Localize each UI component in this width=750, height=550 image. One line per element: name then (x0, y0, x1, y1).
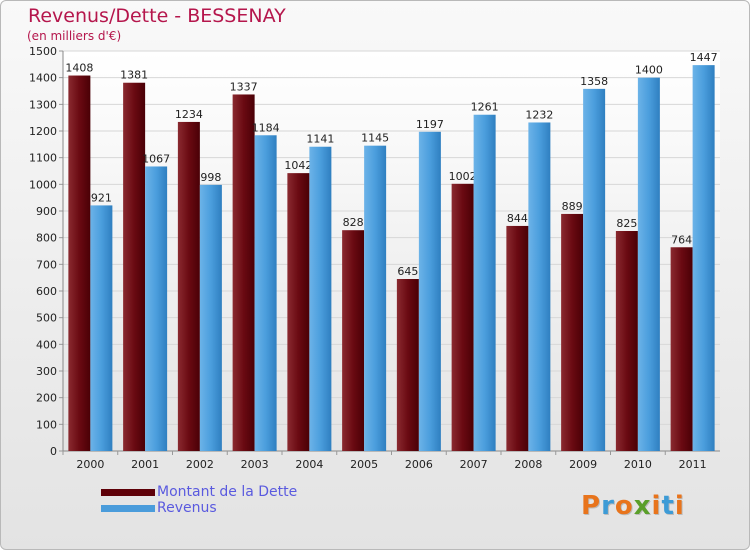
legend-swatch-debt (101, 489, 155, 496)
x-tick-label: 2003 (241, 458, 269, 471)
bar-debt (68, 75, 91, 452)
logo-letter: r (601, 491, 615, 521)
data-label-debt: 828 (343, 216, 364, 229)
data-label-debt: 1002 (449, 170, 477, 183)
y-tick-label: 900 (36, 205, 57, 218)
legend-label-debt: Montant de la Dette (157, 484, 298, 500)
x-tick-label: 2005 (350, 458, 378, 471)
x-tick-label: 2007 (460, 458, 488, 471)
y-tick-label: 200 (36, 392, 57, 405)
x-tick-label: 2009 (569, 458, 597, 471)
y-tick-label: 100 (36, 418, 57, 431)
y-tick-label: 1300 (29, 98, 57, 111)
data-label-revenue: 1261 (471, 101, 499, 114)
bar-revenue (199, 184, 222, 451)
logo-letter: o (614, 491, 634, 521)
data-label-debt: 1042 (284, 159, 312, 172)
data-label-debt: 844 (507, 212, 528, 225)
x-tick-label: 2004 (295, 458, 323, 471)
data-label-revenue: 1141 (306, 133, 334, 146)
x-tick-label: 2011 (679, 458, 707, 471)
y-tick-label: 1400 (29, 72, 57, 85)
bar-revenue (637, 77, 660, 452)
data-label-revenue: 998 (200, 171, 221, 184)
y-tick-label: 1500 (29, 45, 57, 58)
bar-debt (396, 279, 419, 451)
data-label-revenue: 1184 (252, 121, 280, 134)
data-label-debt: 764 (671, 233, 692, 246)
plot-area (63, 51, 720, 451)
y-tick-label: 1000 (29, 178, 57, 191)
bar-debt (342, 230, 365, 451)
bar-revenue (528, 122, 551, 451)
logo-letter: x (633, 491, 652, 521)
bar-revenue (309, 146, 332, 451)
logo-letter: i (674, 491, 685, 521)
bar-debt (561, 213, 584, 451)
y-tick-label: 800 (36, 232, 57, 245)
x-tick-label: 2006 (405, 458, 433, 471)
y-tick-label: 300 (36, 365, 57, 378)
data-label-revenue: 1400 (635, 64, 663, 77)
data-label-revenue: 1232 (525, 108, 553, 121)
bar-debt (232, 94, 255, 451)
chart-subtitle: (en milliers d'€) (27, 29, 122, 43)
legend-swatch-revenue (101, 505, 155, 512)
bar-debt (615, 231, 638, 451)
y-tick-label: 1100 (29, 152, 57, 165)
bar-revenue (692, 65, 715, 451)
bar-debt (670, 247, 693, 451)
data-label-revenue: 1067 (142, 152, 170, 165)
x-tick-label: 2000 (76, 458, 104, 471)
x-tick-label: 2001 (131, 458, 159, 471)
data-label-debt: 1381 (120, 69, 148, 82)
y-tick-label: 700 (36, 258, 57, 271)
bar-revenue (364, 145, 387, 451)
bar-debt (506, 225, 529, 451)
chart-title: Revenus/Dette - BESSENAY (28, 5, 286, 27)
data-label-debt: 889 (562, 200, 583, 213)
y-tick-label: 400 (36, 338, 57, 351)
data-label-debt: 1408 (65, 62, 93, 75)
data-label-debt: 645 (397, 265, 418, 278)
bar-debt (451, 183, 474, 452)
bar-revenue (90, 205, 113, 451)
x-tick-label: 2008 (514, 458, 542, 471)
bar-revenue (418, 131, 441, 452)
data-label-debt: 825 (616, 217, 637, 230)
x-tick-label: 2002 (186, 458, 214, 471)
proxiti-logo: Proxiti (581, 491, 685, 521)
data-label-revenue: 1447 (690, 51, 718, 64)
logo-letter: t (661, 491, 675, 521)
data-label-debt: 1234 (175, 108, 203, 121)
data-label-revenue: 921 (91, 191, 112, 204)
data-label-revenue: 1197 (416, 118, 444, 131)
data-label-debt: 1337 (230, 80, 258, 93)
y-tick-label: 1200 (29, 125, 57, 138)
bar-debt (177, 121, 200, 451)
x-tick-label: 2010 (624, 458, 652, 471)
y-tick-label: 600 (36, 285, 57, 298)
data-label-revenue: 1145 (361, 132, 389, 145)
logo-letter: i (651, 491, 662, 521)
y-tick-label: 500 (36, 312, 57, 325)
bar-revenue (473, 114, 496, 451)
bar-revenue (583, 88, 606, 451)
bar-debt (287, 173, 310, 451)
y-tick-label: 0 (50, 445, 57, 458)
bar-debt (123, 82, 146, 451)
data-label-revenue: 1358 (580, 75, 608, 88)
bar-revenue (254, 135, 277, 451)
bar-revenue (145, 166, 168, 451)
legend-label-revenue: Revenus (157, 500, 217, 516)
logo-letter: P (581, 491, 602, 521)
